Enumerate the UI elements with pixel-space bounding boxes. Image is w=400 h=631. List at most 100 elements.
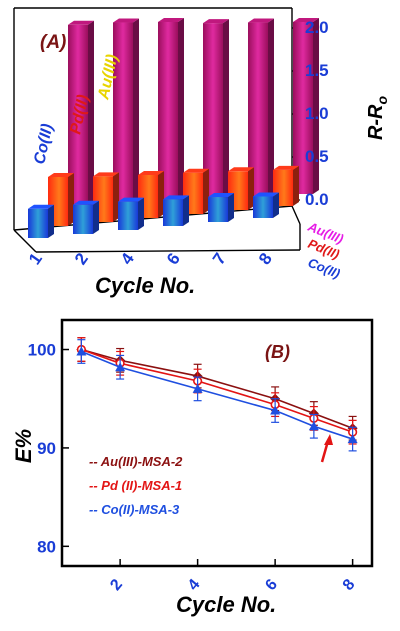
bar-top: [163, 195, 189, 200]
panel-b-y-ticks: 80 90 100: [28, 341, 69, 556]
bar-side: [223, 19, 229, 203]
bar-top: [28, 204, 54, 209]
bar-co-ii-cycle-6: [163, 195, 189, 226]
bar-top: [93, 172, 119, 177]
data-point-co-ii-msa-3: [192, 383, 203, 393]
z-tick-label-0.5: 0.5: [305, 147, 329, 166]
z-tick-label-2.0: 2.0: [305, 18, 329, 37]
x-tick-label-7: 7: [209, 250, 230, 269]
panel-a-bars: [28, 17, 319, 238]
bar-front: [113, 22, 133, 210]
series-line-co-ii-msa-3: [81, 350, 353, 440]
bar-side: [88, 20, 94, 214]
bar-side: [48, 204, 54, 238]
bar-side: [203, 168, 209, 214]
bar-front: [253, 196, 273, 218]
bar-top: [273, 165, 299, 170]
panel-a-z-axis-title-main: R-R: [365, 104, 387, 140]
bar-side: [293, 165, 299, 206]
bar-front: [118, 201, 138, 230]
data-point-co-ii-msa-3: [270, 405, 281, 415]
bar-top: [118, 197, 144, 202]
bar-au-iii-cycle-4: [158, 17, 184, 207]
bar-side: [68, 172, 74, 226]
bar-side: [178, 17, 184, 207]
bar-front: [68, 24, 88, 214]
x-tick-label-2: 2: [107, 576, 126, 594]
bar-co-ii-cycle-2: [73, 200, 99, 234]
bar-front: [208, 197, 228, 222]
bar-co-ii-cycle-8: [253, 192, 279, 218]
bar-side: [158, 171, 164, 218]
x-tick-label-8: 8: [255, 250, 276, 269]
bar-front: [73, 204, 93, 234]
bar-top: [113, 18, 139, 23]
bar-co-ii-cycle-1: [28, 204, 54, 238]
legend-entry-au-iii-msa-2: -- Au(III)-MSA-2: [89, 454, 183, 469]
data-point-co-ii-msa-3: [308, 421, 319, 431]
series-co-ii-msa-3: [76, 339, 358, 452]
bar-top: [228, 167, 254, 172]
bar-top: [68, 20, 94, 25]
series-line-pd-ii-msa-1: [81, 348, 353, 433]
panel-a-depth-labels: Au(III)Pd(II)Co(II): [305, 218, 346, 281]
bar-co-ii-cycle-7: [208, 193, 234, 222]
bar-side: [183, 195, 189, 226]
x-tick-label-6: 6: [163, 250, 184, 269]
bar-side: [248, 167, 254, 210]
panel-a-x-axis-title: Cycle No.: [95, 273, 195, 298]
panel-a-z-axis-title: R-Ro: [365, 96, 390, 141]
legend-entry-co-ii-msa-3: -- Co(II)-MSA-3: [89, 502, 180, 517]
bar-au-iii-cycle-1: [68, 20, 94, 214]
bar-top: [248, 18, 274, 23]
bar-side: [113, 172, 119, 222]
bar-au-iii-cycle-8: [293, 18, 319, 194]
bar-side: [313, 18, 319, 194]
series-label-co-ii: Co(II): [31, 122, 56, 166]
z-tick-label-0.0: 0.0: [305, 190, 329, 209]
bar-side: [228, 193, 234, 222]
panel-b-label: (B): [265, 342, 290, 362]
panel-b-legend: -- Au(III)-MSA-2 -- Pd (II)-MSA-1 -- Co(II…: [89, 454, 183, 517]
panel-a-label: (A): [40, 32, 66, 53]
bar-top: [208, 193, 234, 198]
bar-front: [28, 208, 48, 238]
bar-co-ii-cycle-4: [118, 197, 144, 230]
bar-top: [138, 171, 164, 175]
data-point-co-ii-msa-3: [347, 434, 358, 444]
bar-front: [248, 22, 268, 199]
y-tick-label-80: 80: [37, 537, 56, 556]
data-point-co-ii-msa-3: [115, 362, 126, 372]
panel-b-series: [76, 337, 358, 452]
z-tick-label-1.0: 1.0: [305, 104, 329, 123]
bar-side: [93, 200, 99, 234]
series-line-au-iii-msa-2: [81, 348, 353, 429]
bar-top: [293, 18, 319, 22]
data-point-co-ii-msa-3: [76, 346, 87, 356]
legend-entry-pd-ii-msa-1: -- Pd (II)-MSA-1: [89, 478, 182, 493]
bar-side: [273, 192, 279, 218]
panel-b-arrow: [320, 434, 333, 463]
bar-top: [48, 172, 74, 177]
bar-front: [158, 21, 178, 207]
bar-au-iii-cycle-2: [113, 18, 139, 210]
bar-top: [253, 192, 279, 197]
panel-a-z-axis-title-sub: o: [374, 96, 390, 105]
y-tick-label-100: 100: [28, 341, 56, 360]
panel-a-z-tick-labels: 0.0 0.5 1.0 1.5 2.0: [305, 18, 329, 209]
bar-au-iii-cycle-6: [203, 19, 229, 203]
bar-side: [133, 18, 139, 210]
panel-b-x-axis-title: Cycle No.: [176, 592, 276, 617]
bar-side: [268, 18, 274, 199]
bar-top: [73, 200, 99, 205]
bar-au-iii-cycle-7: [248, 18, 274, 199]
panel-b-y-axis-title: E%: [11, 429, 36, 463]
z-tick-label-1.5: 1.5: [305, 61, 329, 80]
bar-top: [158, 17, 184, 22]
bar-side: [138, 197, 144, 230]
y-tick-label-90: 90: [37, 439, 56, 458]
